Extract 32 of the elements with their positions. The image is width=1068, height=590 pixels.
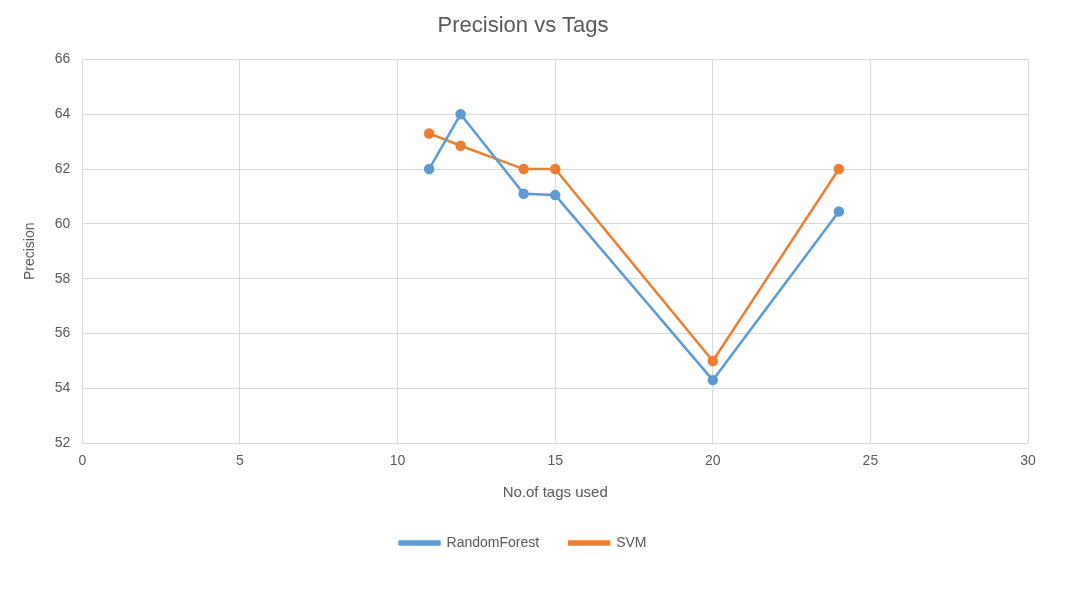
y-tick-label: 52 [54, 434, 71, 451]
point [455, 108, 466, 120]
y-axis-title: Precision [21, 222, 38, 281]
x-tick-label: 20 [705, 452, 721, 469]
y-tick-label: 56 [54, 324, 71, 341]
legend-label: RandomForest [446, 533, 540, 550]
y-tick-label: 62 [54, 159, 71, 176]
point [833, 206, 845, 217]
point [423, 163, 435, 175]
chart-title: Precision vs Tags [437, 12, 609, 38]
point [833, 163, 845, 175]
y-tick-label: 60 [54, 214, 71, 231]
x-axis-title: No.of tags used [502, 483, 608, 501]
point [455, 140, 466, 152]
y-tick-label: 66 [54, 50, 71, 67]
point [423, 128, 435, 139]
y-tick-label: 64 [54, 105, 71, 122]
x-tick-label: 0 [78, 452, 87, 469]
x-tick-label: 30 [1020, 452, 1036, 469]
point [518, 188, 529, 199]
y-tick-label: 54 [54, 379, 71, 396]
point [707, 374, 719, 386]
point [549, 163, 561, 175]
x-tick-label: 15 [547, 452, 564, 469]
x-tick-label: 25 [862, 452, 879, 469]
x-tick-label: 5 [236, 452, 245, 469]
y-tick-label: 58 [54, 269, 71, 286]
point [518, 163, 529, 175]
point [707, 355, 719, 367]
x-tick-label: 10 [389, 452, 406, 469]
legend-label: SVM [616, 533, 647, 550]
point [549, 189, 561, 201]
